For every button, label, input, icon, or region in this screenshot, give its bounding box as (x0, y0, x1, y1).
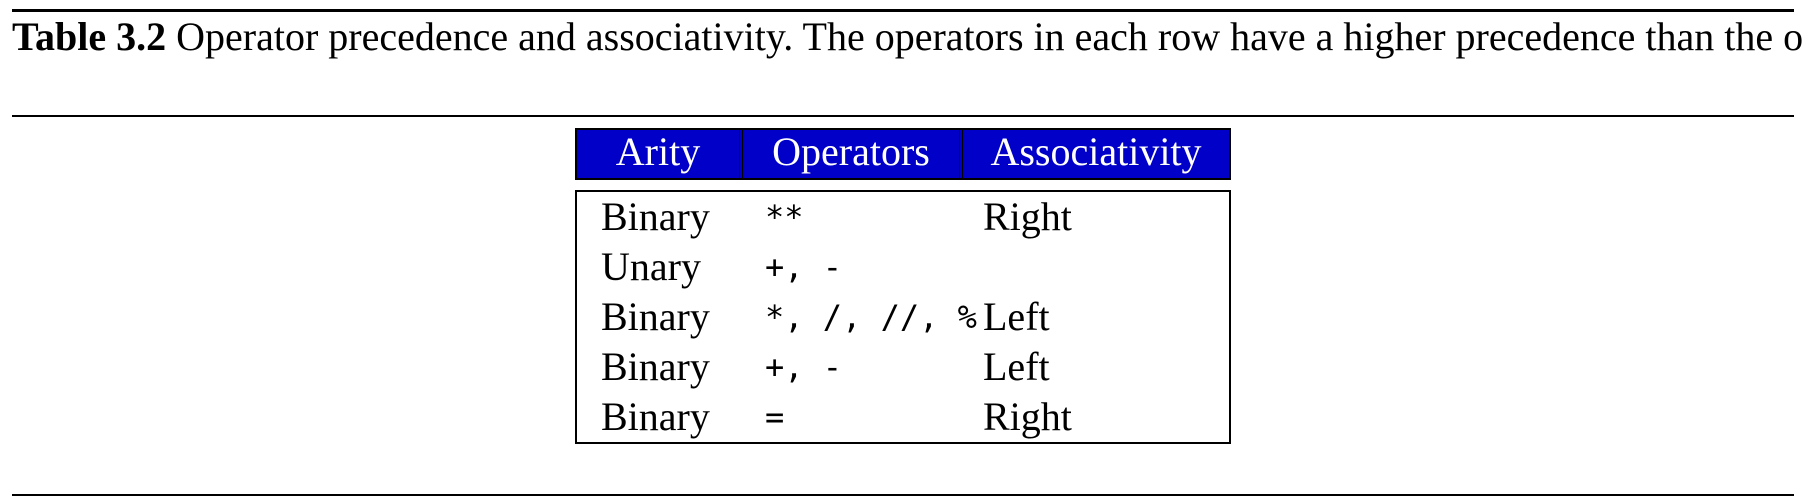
cell-arity: Binary (601, 294, 710, 339)
table-row: Binary = Right (577, 392, 1229, 442)
table-row: Binary +, - Left (577, 342, 1229, 392)
cell-associativity: Left (983, 344, 1050, 389)
caption-text: Operator precedence and associativity. T… (176, 14, 1803, 59)
caption-rule (12, 115, 1794, 117)
top-rule (12, 9, 1794, 12)
table-body: Binary ** Right Unary +, - Binary *, /, … (575, 190, 1231, 444)
cell-operators: ** (765, 198, 804, 236)
cell-arity: Binary (601, 394, 710, 439)
cell-arity: Binary (601, 344, 710, 389)
cell-operators: +, - (765, 248, 843, 286)
cell-operators: +, - (765, 348, 843, 386)
cell-operators: = (765, 398, 785, 436)
table-row: Binary *, /, //, % Left (577, 292, 1229, 342)
caption-label: Table 3.2 (12, 14, 167, 59)
table-row: Unary +, - (577, 242, 1229, 292)
table-caption: Table 3.2 Operator precedence and associ… (12, 12, 1803, 62)
header-associativity: Associativity (959, 130, 1229, 178)
header-operators: Operators (739, 130, 959, 178)
bottom-rule (12, 494, 1794, 496)
header-arity: Arity (615, 129, 701, 174)
cell-associativity: Right (983, 394, 1072, 439)
cell-arity: Unary (601, 244, 701, 289)
cell-operators: *, /, //, % (765, 298, 977, 336)
cell-associativity: Left (983, 294, 1050, 339)
cell-arity: Binary (601, 194, 710, 239)
table-row: Binary ** Right (577, 192, 1229, 242)
cell-associativity: Right (983, 194, 1072, 239)
table-header: Arity Operators Associativity (575, 128, 1231, 180)
